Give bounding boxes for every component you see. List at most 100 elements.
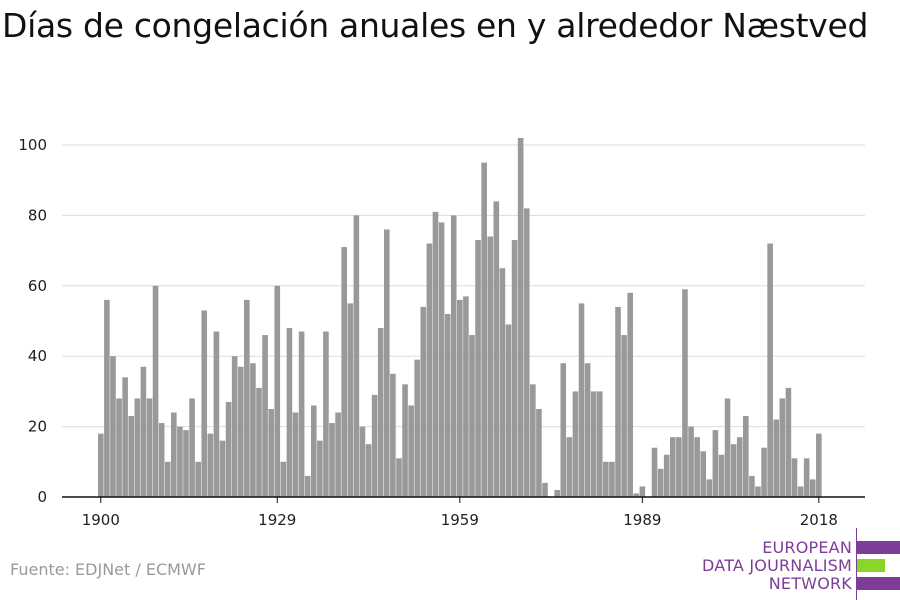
- bar-2010: [767, 243, 773, 497]
- bar-2009: [761, 447, 767, 497]
- chart-title: Días de congelación anuales en y alreded…: [2, 6, 869, 45]
- bar-1988: [633, 493, 640, 497]
- bar-1906: [134, 398, 141, 497]
- x-tick-label: 1959: [441, 511, 479, 529]
- bar-1965: [493, 201, 500, 497]
- x-axis-ticks: 1900 1929 1959 1989 2018: [82, 497, 838, 529]
- y-tick-label: 40: [28, 347, 47, 365]
- logo-line-2: DATA JOURNALISM: [702, 556, 852, 575]
- bar-1921: [225, 401, 232, 497]
- bar-2018: [816, 433, 822, 497]
- bar-2002: [718, 454, 725, 497]
- bar-1964: [487, 236, 494, 497]
- source-note: Fuente: EDJNet / ECMWF: [10, 560, 206, 579]
- bar-1948: [390, 373, 396, 497]
- bar-2015: [797, 486, 804, 497]
- bar-1989: [639, 486, 646, 497]
- bar-1962: [475, 240, 481, 498]
- bar-1955: [432, 211, 439, 497]
- bar-1987: [627, 292, 633, 497]
- bar-2000: [706, 479, 713, 497]
- x-tick-label: 1989: [623, 511, 661, 529]
- bar-1994: [669, 437, 676, 497]
- bar-2007: [749, 475, 755, 497]
- bar-1966: [499, 268, 506, 497]
- bar-1938: [329, 423, 335, 497]
- bar-1975: [554, 489, 560, 497]
- bar-1907: [140, 366, 147, 497]
- bar-1923: [237, 366, 244, 497]
- bar-2017: [809, 479, 816, 497]
- bar-1927: [262, 335, 268, 497]
- bar-1934: [304, 475, 311, 497]
- bar-1953: [420, 306, 427, 497]
- bar-2004: [730, 444, 737, 497]
- bar-1980: [584, 363, 591, 497]
- y-tick-label: 20: [28, 418, 47, 436]
- bar-1903: [116, 398, 122, 497]
- bar-1943: [359, 426, 366, 497]
- bar-1995: [676, 437, 682, 497]
- bar-1950: [402, 384, 408, 497]
- bar-2011: [773, 419, 780, 497]
- y-axis-ticks: 0 20 40 60 80 100: [18, 136, 47, 506]
- bar-1941: [347, 303, 354, 497]
- y-tick-label: 0: [37, 488, 47, 506]
- bar-1913: [177, 426, 183, 497]
- bar-1979: [578, 303, 585, 497]
- bar-1919: [213, 331, 220, 497]
- bar-2016: [803, 458, 810, 497]
- bar-1971: [530, 384, 536, 497]
- bar-1968: [511, 240, 518, 498]
- bar-1944: [365, 444, 372, 497]
- bar-1942: [353, 215, 360, 497]
- bar-1992: [657, 468, 664, 497]
- bar-1970: [523, 208, 530, 498]
- bar-1963: [481, 162, 487, 497]
- bar-1969: [517, 137, 524, 497]
- bar-1931: [286, 328, 293, 497]
- bars: [98, 137, 822, 498]
- bar-1996: [682, 289, 688, 497]
- bar-1940: [341, 247, 347, 497]
- bar-1900: [98, 433, 104, 497]
- bar-1916: [195, 461, 201, 497]
- bar-1960: [463, 296, 469, 497]
- bar-1997: [688, 426, 694, 497]
- bar-1945: [371, 394, 378, 497]
- bar-1952: [414, 359, 421, 497]
- logo-line-1: EUROPEAN: [762, 538, 852, 557]
- bar-1922: [231, 356, 238, 497]
- bar-1930: [280, 461, 287, 497]
- bar-1914: [183, 430, 189, 497]
- logo-line-3: NETWORK: [768, 574, 852, 593]
- y-tick-label: 80: [28, 206, 47, 224]
- bar-1961: [469, 335, 475, 497]
- bar-1929: [274, 285, 281, 497]
- bar-1993: [663, 454, 670, 497]
- bar-2003: [724, 398, 731, 497]
- bar-2006: [743, 416, 749, 497]
- bar-1933: [298, 331, 305, 497]
- bar-1937: [323, 331, 329, 497]
- bar-1947: [384, 229, 390, 498]
- x-tick-label: 1929: [258, 511, 296, 529]
- bar-1928: [268, 409, 274, 497]
- bar-1954: [426, 243, 433, 497]
- bar-2014: [791, 458, 798, 497]
- bar-1915: [189, 398, 195, 497]
- y-tick-label: 60: [28, 277, 47, 295]
- bar-1957: [444, 313, 451, 497]
- bar-1909: [152, 285, 159, 497]
- bar-1982: [596, 391, 603, 497]
- bar-1902: [110, 356, 116, 497]
- bar-1918: [207, 433, 214, 497]
- bar-1905: [128, 416, 135, 497]
- bar-1910: [158, 423, 165, 497]
- bar-1939: [335, 412, 341, 497]
- bar-1924: [244, 299, 250, 497]
- bar-1981: [590, 391, 597, 497]
- x-tick-label: 1900: [82, 511, 120, 529]
- x-tick-label: 2018: [800, 511, 838, 529]
